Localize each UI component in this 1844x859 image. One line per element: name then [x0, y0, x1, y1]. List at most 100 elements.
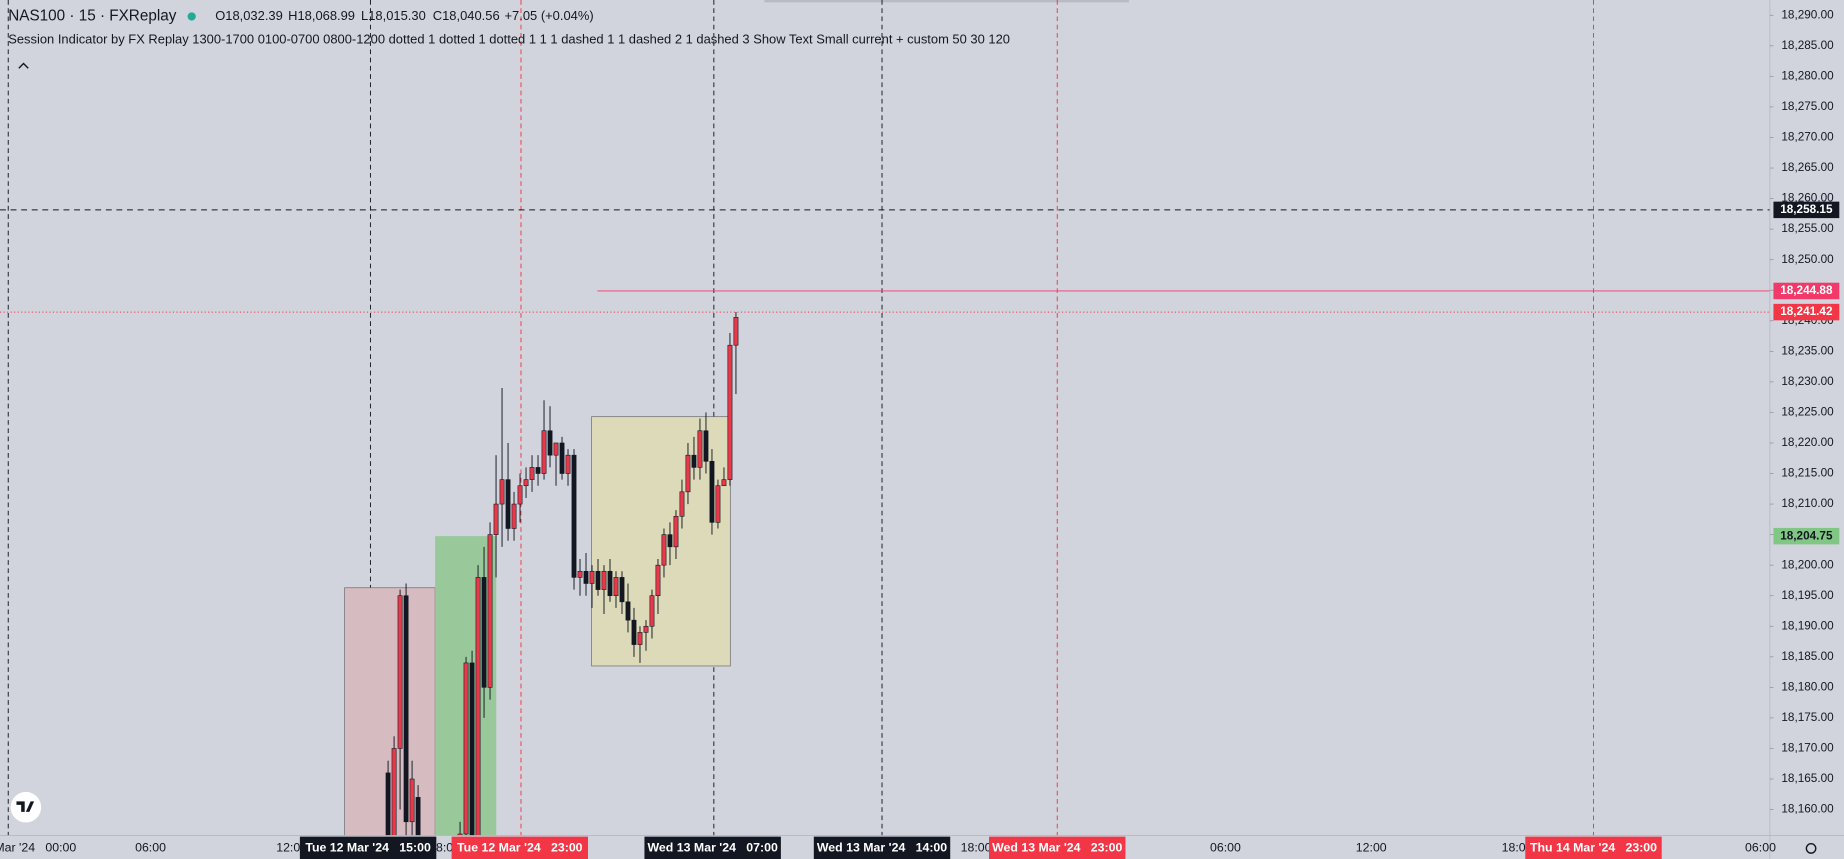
y-tick-label: 18,285.00 — [1781, 39, 1834, 52]
candle-body — [535, 467, 541, 474]
low-value: L18,015.30 — [361, 8, 426, 23]
candle-body — [643, 625, 649, 633]
x-label-bg — [813, 836, 951, 859]
settings-icon[interactable] — [1805, 842, 1817, 854]
candle-body — [727, 344, 733, 480]
candle-body — [505, 479, 511, 529]
candle-body — [721, 479, 727, 487]
collapse-button[interactable] — [18, 62, 29, 69]
y-tick-label: 18,250.00 — [1781, 253, 1834, 266]
candle-body — [679, 491, 685, 517]
logo-mark — [16, 801, 35, 812]
y-tick-label: 18,180.00 — [1781, 680, 1834, 693]
y-tick-label: 18,220.00 — [1781, 436, 1834, 449]
y-tick-label: 18,265.00 — [1781, 161, 1834, 174]
logo-circle — [10, 791, 42, 823]
candle-body — [493, 503, 499, 535]
price-label: 18,241.42 — [1780, 305, 1833, 318]
y-tick-label: 18,290.00 — [1781, 8, 1834, 21]
candle-body — [391, 748, 397, 836]
symbol-title: NAS100 · 15 · FXReplay — [8, 8, 176, 25]
close-value: C18,040.56 — [433, 8, 500, 23]
candle-body — [463, 662, 469, 835]
candle-body — [637, 632, 643, 645]
y-tick-label: 18,270.00 — [1781, 131, 1834, 144]
price-label: 18,244.88 — [1780, 284, 1833, 297]
x-label-bg — [299, 836, 437, 859]
candle-body — [691, 454, 697, 468]
high-value: H18,068.99 — [288, 8, 355, 23]
y-tick-label: 18,165.00 — [1781, 772, 1834, 785]
gear — [1805, 842, 1817, 854]
candle-body — [523, 479, 529, 487]
price-axis: 18,160.00 18,165.00 18,170.00 18,175.00 18,1… — [1769, 8, 1840, 816]
candle-body — [547, 430, 553, 456]
candle-body — [553, 442, 559, 456]
x-tick-label: 06:00 — [1210, 841, 1241, 855]
candle-body — [475, 577, 481, 836]
y-tick-label: 18,260.00 — [1781, 192, 1834, 205]
x-tick-label: 18:00 — [961, 841, 992, 855]
x-label-bg — [451, 836, 589, 859]
price-label: 18,204.75 — [1780, 529, 1833, 542]
candle-body — [685, 454, 691, 493]
y-tick-label: 18,210.00 — [1781, 497, 1834, 510]
candle-body — [613, 577, 619, 597]
candle-body — [607, 570, 613, 597]
open-value: O18,032.39 — [215, 8, 283, 23]
candle-body — [457, 833, 463, 836]
x-tick-label: 06:00 — [1745, 841, 1776, 855]
candle-body — [577, 570, 583, 578]
candle-body — [601, 570, 607, 590]
x-tick-label: 12:00 — [276, 841, 307, 855]
y-tick-label: 18,200.00 — [1781, 558, 1834, 571]
price-label-bg — [1773, 201, 1840, 219]
status-dot — [187, 12, 196, 21]
x-tick-label: Wed 13 Mar '24 07:00 — [648, 841, 778, 855]
candle-body — [481, 577, 487, 688]
candle-body — [625, 601, 631, 621]
y-tick-label: 18,190.00 — [1781, 619, 1834, 632]
candle-body — [697, 430, 703, 468]
candle-body — [571, 454, 577, 578]
x-label-bg — [989, 836, 1126, 859]
candle-body — [565, 454, 571, 474]
candle-body — [655, 564, 661, 597]
candle-body — [403, 595, 409, 823]
candle-body — [649, 595, 655, 627]
candle-body — [715, 485, 721, 523]
header: NAS100 · 15 · FXReplay O18,032.39 H18,06… — [8, 8, 1010, 69]
price-label-bg — [1773, 303, 1840, 321]
y-tick-label: 18,170.00 — [1781, 742, 1834, 755]
x-tick-label: Wed 13 Mar '24 23:00 — [992, 841, 1122, 855]
candle-body — [469, 662, 475, 836]
y-tick-label: 18,160.00 — [1781, 803, 1834, 816]
y-tick-label: 18,215.00 — [1781, 467, 1834, 480]
x-label-bg — [644, 836, 781, 859]
candle-body — [499, 479, 505, 505]
price-label-bg — [1773, 282, 1840, 300]
y-tick-label: 18,195.00 — [1781, 589, 1834, 602]
logo[interactable] — [10, 791, 42, 823]
candle-body — [703, 430, 709, 462]
y-tick-label: 18,255.00 — [1781, 222, 1834, 235]
price-label: 18,258.15 — [1780, 203, 1833, 216]
candle-body — [529, 467, 535, 480]
y-tick-label: 18,175.00 — [1781, 711, 1834, 724]
candle-body — [559, 442, 565, 474]
x-tick-label: 18:00 — [1502, 841, 1533, 855]
y-tick-label: 18,280.00 — [1781, 69, 1834, 82]
candles — [385, 312, 739, 836]
candle-body — [733, 317, 739, 346]
candle-body — [517, 485, 523, 505]
top-handle — [764, 0, 1129, 3]
y-tick-label: 18,275.00 — [1781, 100, 1834, 113]
candle-body — [667, 534, 673, 548]
indicator-text: Session Indicator by FX Replay 1300-1700… — [8, 31, 1010, 46]
candle-body — [385, 772, 391, 836]
x-tick-label: 06:00 — [135, 841, 166, 855]
candle-body — [709, 461, 715, 523]
session-box — [591, 416, 731, 667]
